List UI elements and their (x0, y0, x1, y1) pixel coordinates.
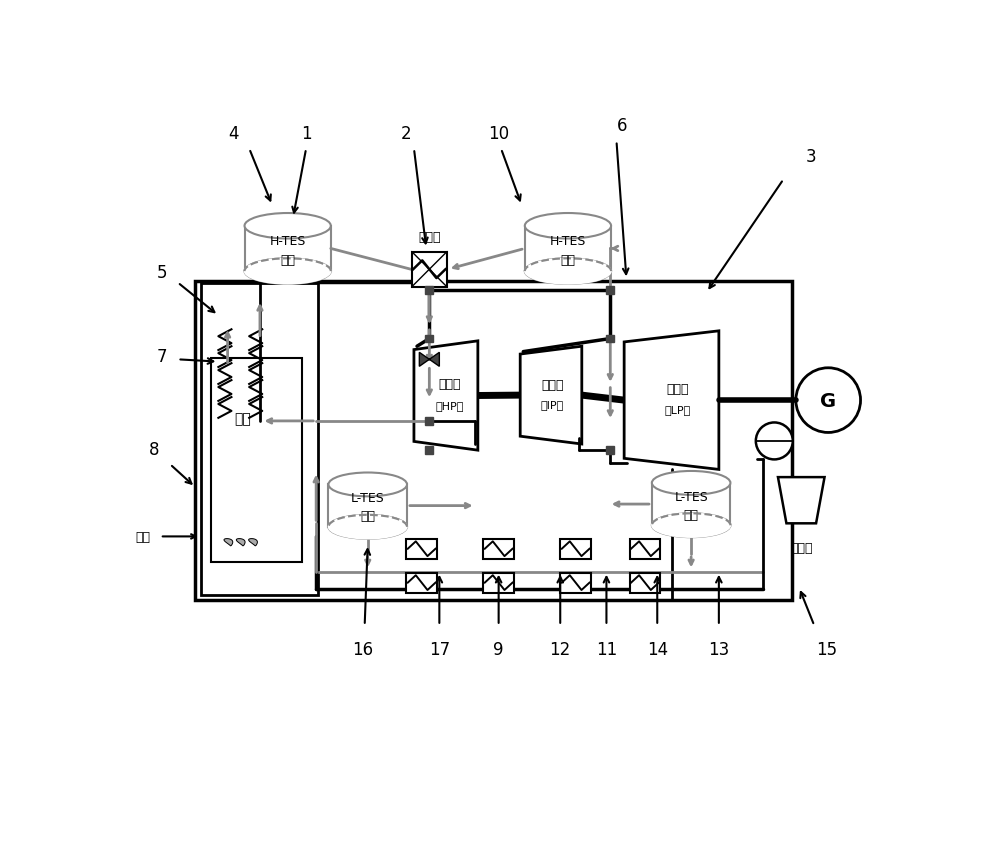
Text: 17: 17 (429, 640, 450, 658)
Ellipse shape (328, 515, 407, 539)
Ellipse shape (652, 514, 730, 538)
Bar (425, 336, 433, 343)
Bar (425, 446, 433, 454)
Bar (525, 227, 611, 272)
Ellipse shape (652, 471, 730, 495)
Bar (211, 359, 302, 562)
Bar (412, 252, 447, 288)
Ellipse shape (525, 214, 611, 239)
Text: H-TES: H-TES (269, 235, 306, 248)
Bar (328, 485, 407, 527)
Polygon shape (419, 353, 439, 367)
Text: 8: 8 (149, 440, 160, 458)
Bar (406, 539, 437, 559)
Text: 2: 2 (401, 124, 412, 143)
Polygon shape (624, 331, 719, 469)
Ellipse shape (328, 473, 407, 497)
Text: 中压缸: 中压缸 (541, 378, 564, 391)
Ellipse shape (525, 259, 611, 285)
Text: H-TES: H-TES (550, 235, 586, 248)
Polygon shape (249, 539, 257, 546)
Circle shape (796, 368, 861, 433)
Bar (425, 417, 433, 425)
Polygon shape (414, 342, 478, 451)
Text: L-TES: L-TES (351, 492, 385, 505)
Text: 热罐: 热罐 (360, 509, 375, 522)
Text: 4: 4 (229, 124, 239, 143)
Text: 9: 9 (493, 640, 504, 658)
Text: 高压缸: 高压缸 (438, 378, 461, 391)
Circle shape (756, 423, 793, 460)
Bar (483, 539, 514, 559)
Text: 煤粉: 煤粉 (135, 530, 150, 544)
Text: 5: 5 (157, 263, 167, 281)
Text: （LP）: （LP） (665, 405, 691, 415)
Bar (560, 539, 591, 559)
Ellipse shape (524, 258, 612, 285)
Text: 10: 10 (488, 124, 509, 143)
Polygon shape (520, 347, 582, 445)
Text: 12: 12 (550, 640, 571, 658)
Text: 6: 6 (617, 117, 627, 135)
Text: 冷却塔: 冷却塔 (790, 542, 812, 555)
Text: 14: 14 (647, 640, 668, 658)
Bar (606, 336, 614, 343)
Bar (630, 573, 660, 593)
Text: 15: 15 (816, 640, 837, 658)
Bar (406, 573, 437, 593)
Text: 热罐: 热罐 (280, 253, 295, 267)
Ellipse shape (328, 515, 408, 540)
Ellipse shape (244, 258, 332, 285)
Text: 16: 16 (352, 640, 373, 658)
Bar (425, 287, 433, 295)
Bar (195, 281, 792, 601)
Bar (630, 539, 660, 559)
Bar (560, 573, 591, 593)
Polygon shape (778, 478, 825, 524)
Ellipse shape (245, 214, 331, 239)
Text: 换热器: 换热器 (418, 231, 441, 244)
Text: 1: 1 (301, 124, 311, 143)
Ellipse shape (245, 259, 331, 285)
Text: 冷罐: 冷罐 (560, 253, 575, 267)
Text: （HP）: （HP） (436, 400, 464, 411)
Text: 3: 3 (806, 148, 817, 166)
Text: L-TES: L-TES (674, 490, 708, 504)
Text: G: G (820, 391, 836, 410)
Bar (606, 446, 614, 454)
Bar (606, 287, 614, 295)
Bar (245, 227, 331, 272)
Polygon shape (224, 539, 233, 546)
Polygon shape (236, 539, 245, 546)
Text: 7: 7 (157, 348, 167, 366)
Bar (201, 284, 318, 596)
Bar (483, 573, 514, 593)
Text: 11: 11 (596, 640, 617, 658)
Ellipse shape (651, 513, 731, 538)
Text: 锅炉: 锅炉 (235, 412, 251, 425)
Bar (652, 483, 730, 526)
Text: 冷罐: 冷罐 (684, 508, 699, 521)
Text: 低压缸: 低压缸 (666, 383, 689, 395)
Text: （IP）: （IP） (541, 400, 564, 410)
Text: 13: 13 (708, 640, 729, 658)
